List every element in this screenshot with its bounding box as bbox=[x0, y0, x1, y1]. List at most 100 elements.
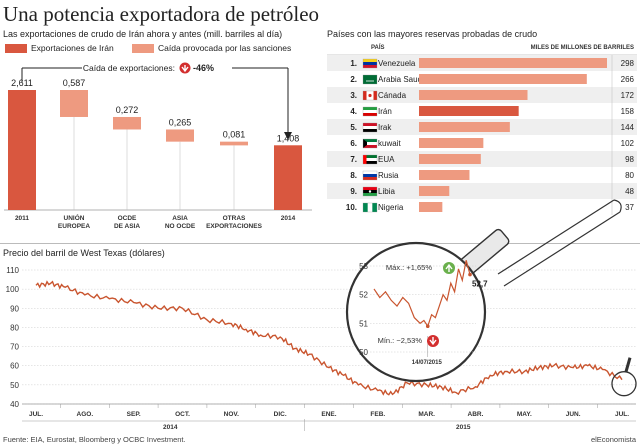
reserves-bar bbox=[419, 154, 481, 164]
month-label: JUL. bbox=[615, 411, 629, 418]
month-label: FEB. bbox=[370, 411, 385, 418]
flag-border bbox=[362, 202, 378, 213]
month-label: OCT. bbox=[175, 411, 190, 418]
drop-arrowhead bbox=[284, 132, 292, 140]
country-label: kuwait bbox=[378, 139, 401, 148]
year-label: 2015 bbox=[456, 424, 471, 431]
rank-label: 7. bbox=[350, 155, 357, 164]
canada-flag-icon bbox=[362, 90, 378, 101]
reserves-chart-title: Países con las mayores reservas probadas… bbox=[327, 29, 538, 39]
legend-label: Caída provocada por las sanciones bbox=[158, 43, 292, 53]
inset-price-line bbox=[373, 260, 471, 328]
flag-part bbox=[368, 93, 372, 98]
rank-label: 2. bbox=[350, 75, 357, 84]
rank-label: 10. bbox=[346, 203, 357, 212]
flag-part bbox=[363, 139, 377, 142]
inset-min-label: Mín.: −2,53% bbox=[378, 336, 423, 345]
flag-part bbox=[363, 107, 377, 110]
reserves-value: 98 bbox=[625, 155, 634, 164]
rank-label: 8. bbox=[350, 171, 357, 180]
reserves-row-bg bbox=[327, 199, 637, 215]
flag-border bbox=[362, 74, 378, 85]
month-label: AGO. bbox=[77, 411, 94, 418]
libya-flag-icon bbox=[362, 186, 378, 197]
flag-part bbox=[363, 145, 377, 148]
export-bar-0 bbox=[8, 90, 36, 210]
category-label: UNIÓN bbox=[64, 213, 85, 222]
price-chart-title: Precio del barril de West Texas (dólares… bbox=[3, 248, 165, 258]
page-title: Una potencia exportadora de petróleo bbox=[3, 2, 320, 26]
flag-part bbox=[363, 123, 377, 126]
reserves-value: 172 bbox=[621, 91, 635, 100]
flag-part bbox=[363, 62, 377, 65]
reserves-row-bg bbox=[327, 151, 637, 167]
month-label: ABR. bbox=[468, 411, 484, 418]
flag-part bbox=[363, 193, 377, 196]
month-label: DIC. bbox=[274, 411, 287, 418]
rank-label: 1. bbox=[350, 59, 357, 68]
reserves-bar bbox=[419, 90, 528, 100]
y-tick-label: 100 bbox=[6, 285, 20, 294]
bar-value-label: 0,272 bbox=[116, 105, 139, 115]
value-header: MILES DE MILLONES DE BARRILES bbox=[531, 45, 634, 51]
inset-y-tick-label: 51 bbox=[359, 319, 368, 328]
flag-part bbox=[363, 171, 377, 174]
country-label: Rusia bbox=[378, 171, 399, 180]
y-tick-label: 90 bbox=[10, 304, 19, 313]
y-tick-label: 110 bbox=[6, 266, 19, 275]
iran-flag-icon bbox=[362, 106, 378, 117]
bar-value-label: 0,265 bbox=[169, 117, 192, 127]
y-tick-label: 60 bbox=[10, 362, 19, 371]
flag-part bbox=[363, 203, 377, 212]
y-tick-label: 40 bbox=[10, 400, 19, 409]
russia-flag-icon bbox=[362, 170, 378, 181]
iraq-flag-icon bbox=[362, 122, 378, 133]
flag-part bbox=[363, 110, 377, 113]
month-label: SEP. bbox=[127, 411, 141, 418]
inset-date-label: 14/07/2015 bbox=[412, 360, 443, 366]
rank-label: 9. bbox=[350, 187, 357, 196]
reserves-value: 144 bbox=[621, 123, 635, 132]
reserves-value: 80 bbox=[625, 171, 634, 180]
small-magnifier-icon bbox=[611, 371, 637, 397]
small-magnifier-handle bbox=[624, 357, 632, 373]
legend-swatch-light bbox=[132, 43, 154, 53]
exports-chart-title: Las exportaciones de crudo de Irán ahora… bbox=[3, 29, 283, 39]
uae-flag-icon bbox=[362, 154, 378, 165]
inset-max-label: Máx.: +1,65% bbox=[386, 263, 432, 272]
magnifier-lens-icon bbox=[345, 241, 487, 383]
flag-part bbox=[363, 129, 377, 132]
flag-border bbox=[362, 170, 378, 181]
reserves-bar bbox=[419, 58, 607, 68]
flag-part bbox=[363, 155, 377, 158]
country-label: EUA bbox=[378, 155, 395, 164]
reserves-value: 102 bbox=[621, 139, 635, 148]
y-tick-label: 70 bbox=[10, 343, 19, 352]
rank-label: 5. bbox=[350, 123, 357, 132]
flag-part bbox=[363, 177, 377, 180]
inset-y-tick-label: 52 bbox=[359, 291, 368, 300]
reserves-value: 266 bbox=[621, 75, 635, 84]
rank-label: 4. bbox=[350, 107, 357, 116]
category-label: EUROPEA bbox=[58, 223, 90, 230]
inset-last-label: 52,7 bbox=[472, 280, 488, 289]
flag-border bbox=[362, 138, 378, 149]
reserves-bar bbox=[419, 74, 587, 84]
down-arrow-glyph bbox=[181, 65, 189, 73]
flag-part bbox=[363, 174, 377, 177]
price-line bbox=[35, 280, 623, 396]
month-label: ENE. bbox=[321, 411, 336, 418]
year-label: 2014 bbox=[163, 424, 178, 431]
category-label: EXPORTACIONES bbox=[206, 223, 263, 230]
reserves-bar bbox=[419, 202, 443, 212]
inset-y-tick-label: 50 bbox=[359, 348, 368, 357]
country-label: Venezuela bbox=[378, 59, 416, 68]
reserves-value: 158 bbox=[621, 107, 635, 116]
bar-value-label: 2,611 bbox=[11, 78, 33, 88]
rank-label: 3. bbox=[350, 91, 357, 100]
flag-border bbox=[362, 90, 378, 101]
reserves-bar bbox=[419, 106, 519, 116]
brand-logo: elEconomista bbox=[590, 435, 636, 444]
